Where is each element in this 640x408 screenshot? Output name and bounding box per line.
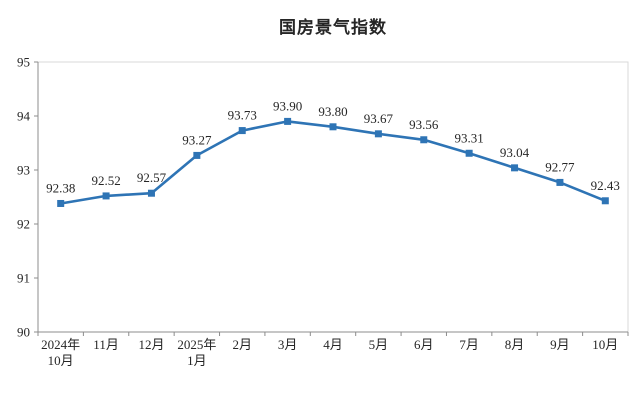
x-axis-category-label: 4月 — [323, 337, 343, 352]
data-point-marker — [465, 149, 473, 157]
data-point-marker — [102, 192, 110, 200]
x-axis-category-label: 5月 — [369, 337, 389, 352]
x-axis-category-label: 10月 — [592, 337, 618, 352]
x-axis-category-label: 2024年 10月 — [41, 337, 80, 368]
data-line — [59, 120, 607, 205]
data-point-marker — [284, 117, 292, 125]
data-point-label: 93.90 — [273, 98, 302, 113]
data-point-label: 92.57 — [137, 170, 167, 185]
data-point-label: 92.77 — [545, 159, 575, 174]
x-axis-category-label: 7月 — [459, 337, 479, 352]
y-axis-tick-label: 90 — [17, 325, 30, 340]
data-point-label: 93.56 — [409, 117, 439, 132]
data-point-label: 92.43 — [591, 178, 620, 193]
x-axis-category-label: 2月 — [232, 337, 252, 352]
y-axis-tick-label: 95 — [17, 55, 30, 70]
data-point-marker — [57, 199, 65, 207]
data-point-label: 92.52 — [91, 173, 120, 188]
y-axis-tick-label: 93 — [17, 163, 30, 178]
data-point-label: 93.04 — [500, 145, 530, 160]
data-point-marker — [420, 136, 428, 144]
y-axis-tick-label: 92 — [17, 217, 30, 232]
data-point-label: 93.80 — [318, 104, 347, 119]
x-axis-category-label: 8月 — [505, 337, 525, 352]
chart-title: 国房景气指数 — [279, 18, 387, 37]
y-axis-tick-label: 94 — [17, 109, 31, 124]
data-point-marker — [374, 130, 382, 138]
data-point-marker — [556, 178, 564, 186]
data-point-label: 92.38 — [46, 180, 75, 195]
x-axis-category-label: 11月 — [93, 337, 119, 352]
data-point-marker — [147, 189, 155, 197]
data-point-label: 93.31 — [455, 130, 484, 145]
y-axis-tick-label: 91 — [17, 271, 30, 286]
data-point-label: 93.73 — [228, 108, 257, 123]
data-point-marker — [601, 197, 609, 205]
x-axis-category-label: 2025年 1月 — [177, 337, 216, 368]
x-axis-category-label: 3月 — [278, 337, 298, 352]
data-point-marker — [329, 123, 337, 131]
data-point-label: 93.67 — [364, 111, 394, 126]
data-point-marker — [238, 127, 246, 135]
data-point-label: 93.27 — [182, 132, 212, 147]
data-point-marker — [193, 151, 201, 159]
data-point-marker — [511, 164, 519, 172]
plot-area-frame — [37, 61, 629, 333]
x-axis-category-label: 9月 — [550, 337, 570, 352]
x-axis-category-label: 12月 — [138, 337, 164, 352]
x-axis-category-label: 6月 — [414, 337, 434, 352]
